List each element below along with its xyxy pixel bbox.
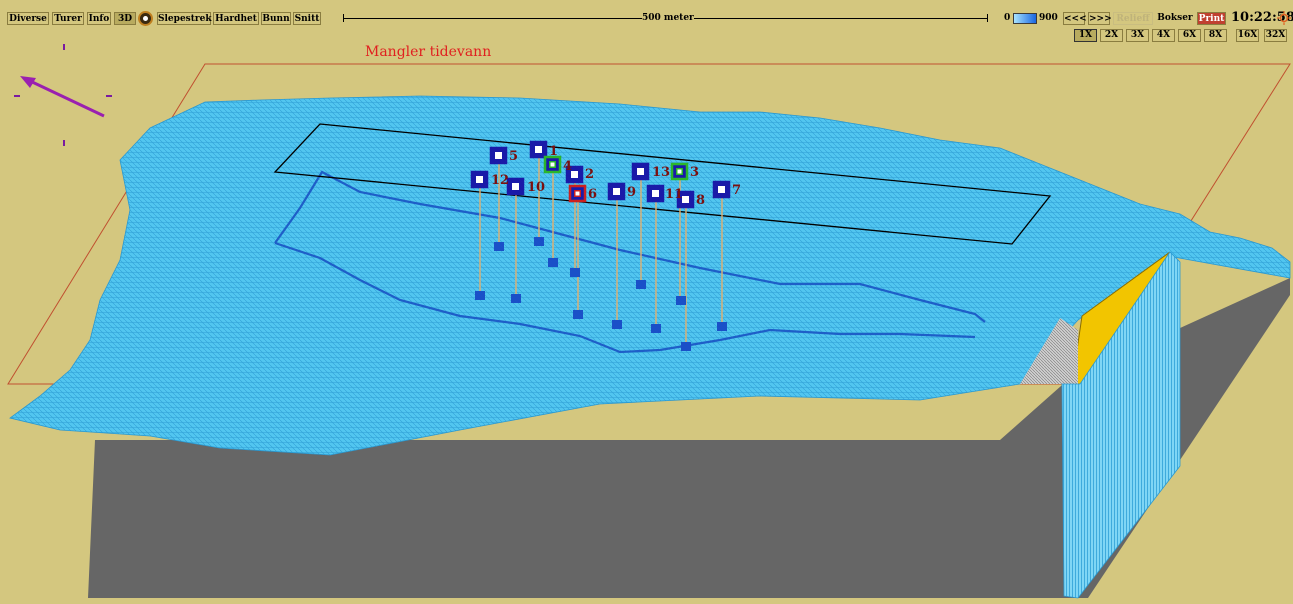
station-marker-3[interactable] bbox=[670, 162, 689, 181]
zoom-6x[interactable]: 6X bbox=[1178, 29, 1201, 42]
station-marker-7[interactable] bbox=[712, 180, 731, 199]
station-marker-8[interactable] bbox=[676, 190, 695, 209]
station-label-13: 13 bbox=[652, 165, 670, 180]
zoom-4x[interactable]: 4X bbox=[1152, 29, 1175, 42]
station-marker-13[interactable] bbox=[631, 162, 650, 181]
zoom-3x[interactable]: 3X bbox=[1126, 29, 1149, 42]
print-button[interactable]: Print bbox=[1197, 12, 1226, 25]
toolbar: Diverse Turer Info 3D Slepestrek Hardhet… bbox=[0, 0, 1293, 30]
menu-diverse[interactable]: Diverse bbox=[7, 12, 49, 25]
terrain-wall bbox=[1061, 251, 1181, 599]
nav-forward-button[interactable]: >>> bbox=[1088, 12, 1112, 25]
menu-snitt[interactable]: Snitt bbox=[293, 12, 321, 25]
station-label-3: 3 bbox=[690, 165, 699, 180]
station-label-12: 12 bbox=[491, 173, 509, 188]
station-label-6: 6 bbox=[588, 187, 597, 202]
station-marker-12[interactable] bbox=[470, 170, 489, 189]
terrain-surface bbox=[9, 95, 1291, 456]
station-marker-1[interactable] bbox=[529, 140, 548, 159]
station-label-5: 5 bbox=[509, 149, 518, 164]
station-marker-2[interactable] bbox=[565, 165, 584, 184]
station-label-8: 8 bbox=[696, 193, 705, 208]
menu-turer[interactable]: Turer bbox=[52, 12, 84, 25]
target-icon[interactable] bbox=[138, 11, 153, 26]
station-label-10: 10 bbox=[527, 180, 545, 195]
zoom-2x[interactable]: 2X bbox=[1100, 29, 1123, 42]
station-label-11: 11 bbox=[665, 187, 683, 202]
cross-section-hatch bbox=[1020, 318, 1078, 384]
menu-bunn[interactable]: Bunn bbox=[261, 12, 291, 25]
bokser-button[interactable]: Bokser bbox=[1156, 12, 1194, 25]
station-marker-11[interactable] bbox=[646, 184, 665, 203]
terrain-base-top bbox=[88, 278, 1290, 598]
station-label-4: 4 bbox=[563, 159, 572, 174]
station-label-9: 9 bbox=[627, 185, 636, 200]
station-marker-4[interactable] bbox=[543, 155, 562, 174]
zoom-1x[interactable]: 1X bbox=[1074, 29, 1097, 42]
station-marker-10[interactable] bbox=[506, 177, 525, 196]
zoom-16x[interactable]: 16X bbox=[1236, 29, 1259, 42]
legend-max: 900 bbox=[1039, 13, 1058, 23]
station-label-7: 7 bbox=[732, 183, 741, 198]
zoom-32x[interactable]: 32X bbox=[1264, 29, 1287, 42]
depth-contour-upper bbox=[274, 170, 986, 323]
menu-hardhet[interactable]: Hardhet bbox=[213, 12, 259, 25]
zoom-8x[interactable]: 8X bbox=[1204, 29, 1227, 42]
relief-button[interactable]: Relieff bbox=[1113, 12, 1153, 25]
scale-ruler-label: 500 meter bbox=[642, 12, 694, 24]
sun-icon bbox=[1277, 11, 1291, 25]
legend-min: 0 bbox=[1004, 13, 1011, 23]
station-marker-9[interactable] bbox=[607, 182, 626, 201]
scale-ruler-left-tick bbox=[343, 14, 344, 22]
depth-colorbar bbox=[1013, 13, 1037, 24]
seabed-markers bbox=[475, 237, 727, 351]
station-marker-5[interactable] bbox=[489, 146, 508, 165]
menu-info[interactable]: Info bbox=[87, 12, 111, 25]
scale-ruler-right-tick bbox=[987, 14, 988, 22]
station-label-1: 1 bbox=[549, 144, 558, 159]
nav-back-button[interactable]: <<< bbox=[1063, 12, 1087, 25]
clock: 10:22:58 bbox=[1231, 10, 1293, 25]
compass-icon bbox=[14, 44, 112, 146]
selection-box[interactable] bbox=[273, 123, 1052, 245]
depth-contour-lower bbox=[274, 241, 976, 354]
menu-slepestrek[interactable]: Slepestrek bbox=[157, 12, 212, 25]
station-marker-6[interactable] bbox=[568, 184, 587, 203]
station-label-2: 2 bbox=[585, 167, 594, 182]
station-droplines bbox=[479, 158, 723, 346]
warning-label: Mangler tidevann bbox=[365, 44, 492, 60]
menu-3d[interactable]: 3D bbox=[114, 12, 136, 25]
